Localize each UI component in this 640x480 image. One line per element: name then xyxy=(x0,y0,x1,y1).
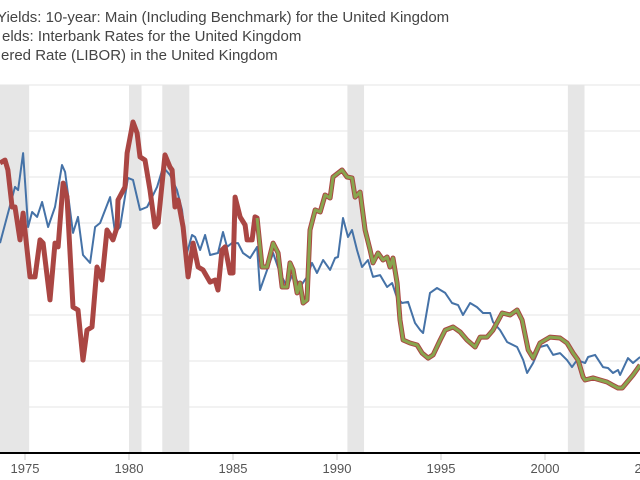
legend-entry-libor[interactable]: ered Rate (LIBOR) in the United Kingdom xyxy=(1,47,278,64)
gridlines xyxy=(0,84,640,408)
x-tick-label: 2000 xyxy=(531,461,560,476)
x-tick-label: 1995 xyxy=(427,461,456,476)
x-tick-label: 1985 xyxy=(219,461,248,476)
x-axis-ticks: 1975 1980 1985 1990 1995 2000 2005 xyxy=(11,454,640,476)
series-line-ten-year xyxy=(0,152,640,376)
series-lines xyxy=(0,119,640,391)
x-tick-label: 2005 xyxy=(635,461,640,476)
series-line-libor xyxy=(255,168,640,390)
series-line-interbank xyxy=(0,119,640,391)
x-tick-label: 1980 xyxy=(115,461,144,476)
x-tick-label: 1975 xyxy=(11,461,40,476)
legend: Yields: 10-year: Main (Including Benchma… xyxy=(0,9,449,64)
legend-entry-ten-year[interactable]: Yields: 10-year: Main (Including Benchma… xyxy=(0,9,449,26)
legend-entry-interbank[interactable]: elds: Interbank Rates for the United Kin… xyxy=(2,28,301,45)
x-tick-label: 1990 xyxy=(323,461,352,476)
